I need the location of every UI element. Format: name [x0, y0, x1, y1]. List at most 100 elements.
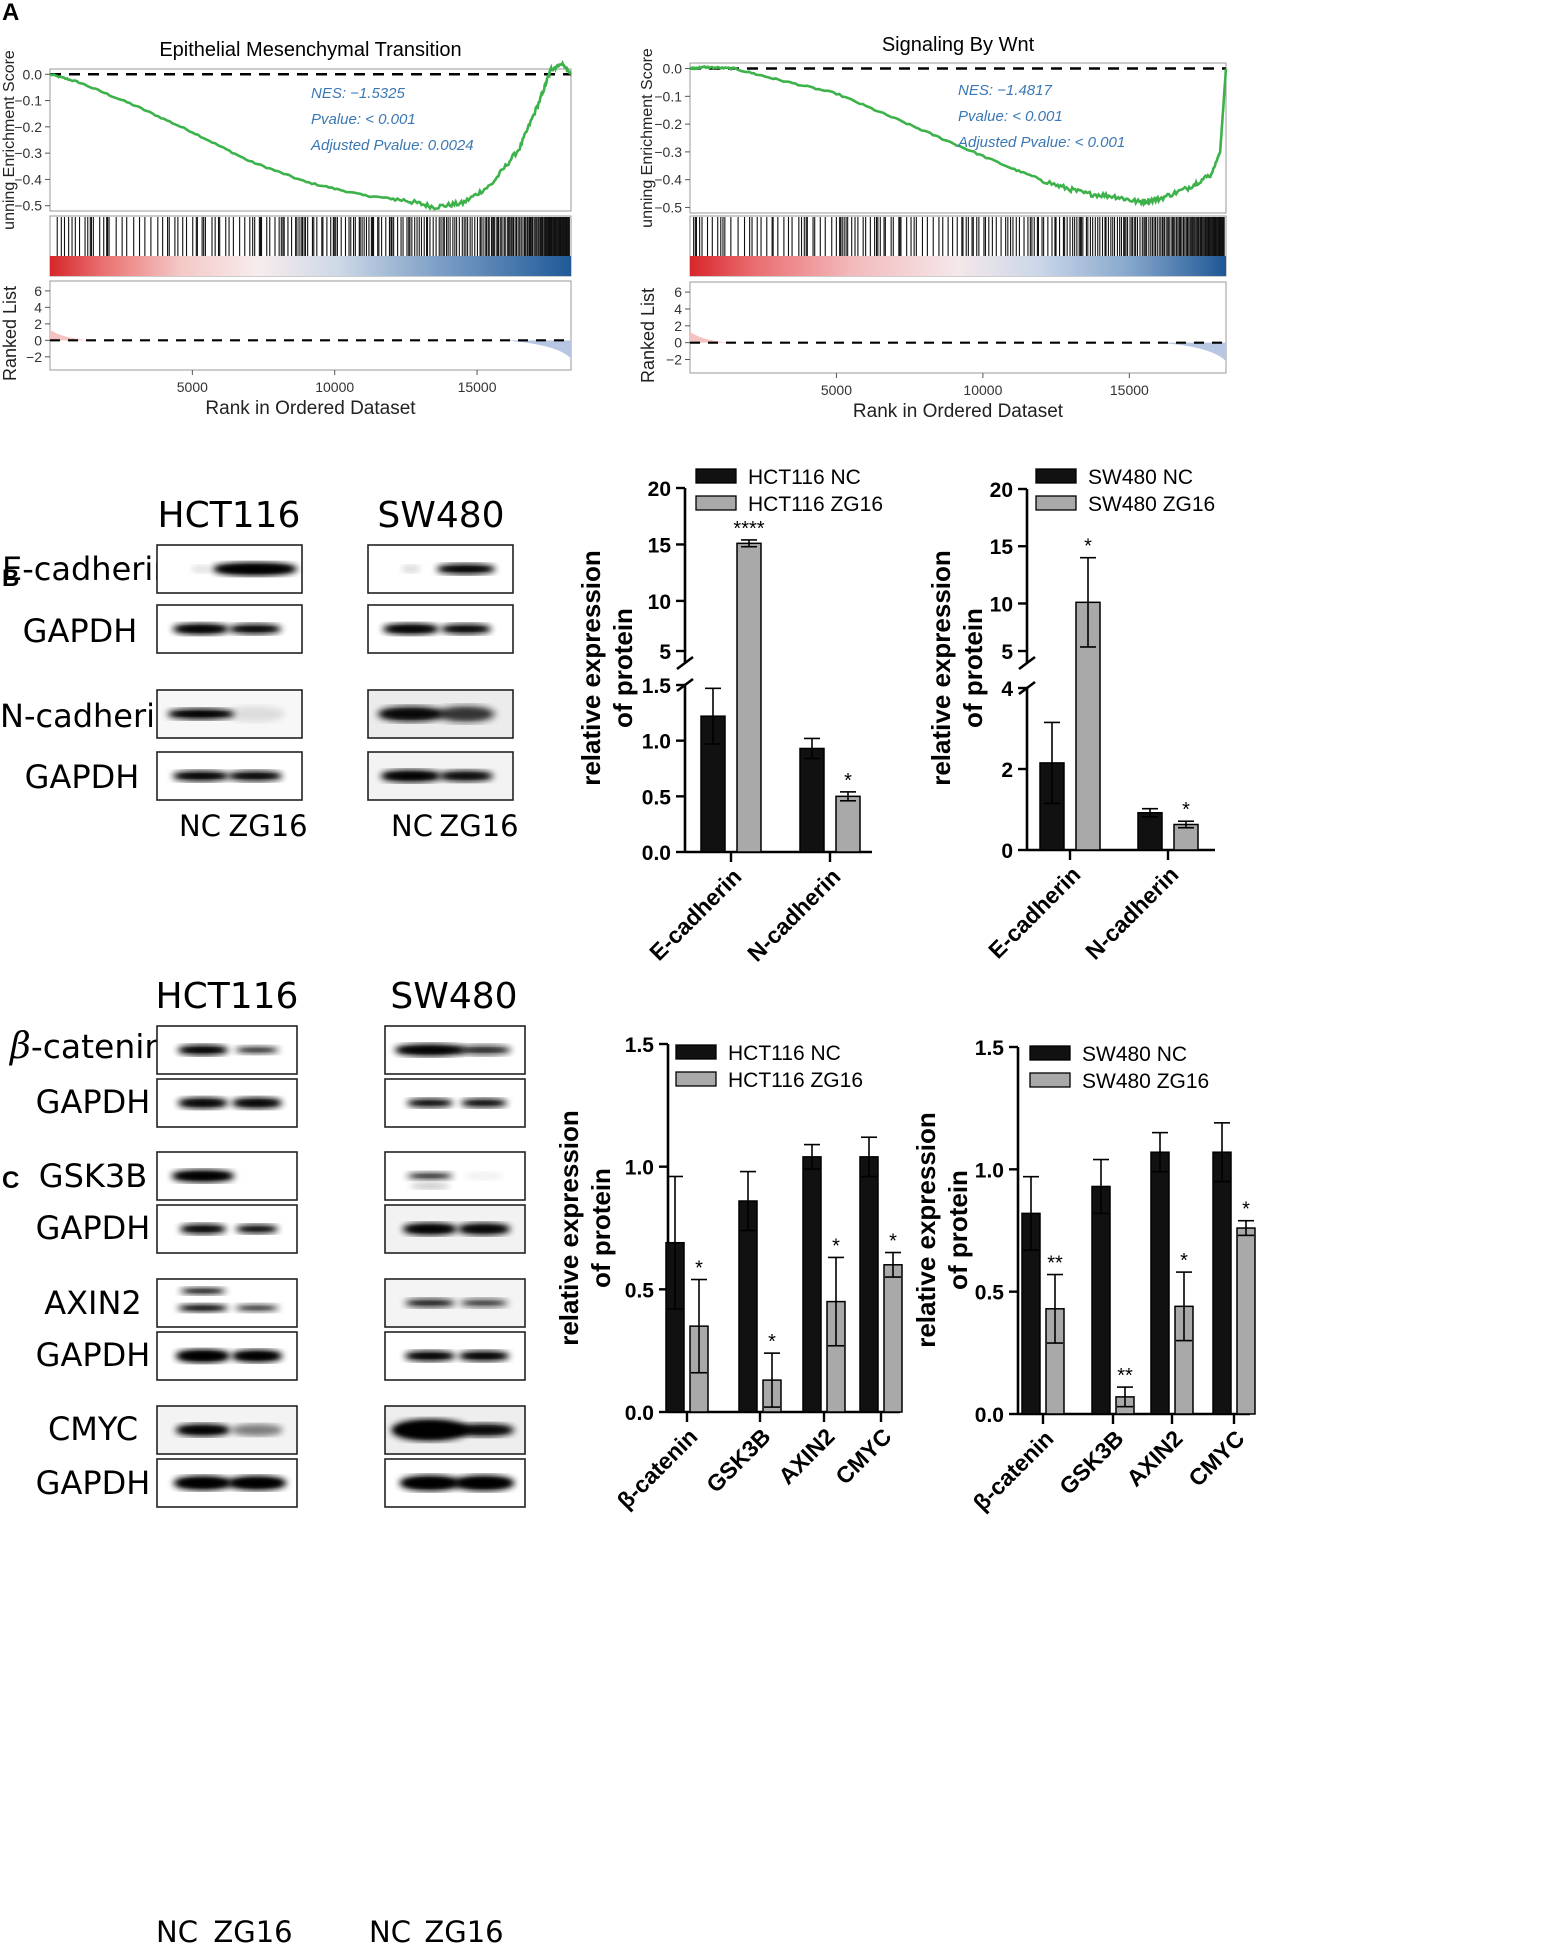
legend-swatch: [675, 1044, 717, 1060]
ranked-panel-frame: [689, 281, 1227, 374]
y-tick-label: 0.5: [975, 1282, 1005, 1305]
x-tick-label: CMYC: [830, 1423, 896, 1489]
x-tick-label: GSK3B: [701, 1423, 775, 1497]
y-tick-label: 5: [1001, 641, 1013, 664]
legend-swatch: [695, 495, 737, 511]
y-tick-label: 15: [648, 534, 672, 557]
band-core: [181, 1426, 225, 1434]
band-core: [442, 566, 490, 572]
protein-label: GAPDH: [23, 612, 138, 650]
band-core: [237, 1100, 277, 1106]
es-curve: [689, 65, 1228, 208]
es-tick-label: −0.3: [654, 144, 682, 160]
band-core: [400, 1046, 460, 1054]
protein-label: N-cadherin: [0, 697, 175, 735]
blot-box-hct116: [156, 1278, 298, 1328]
legend-swatch: [695, 468, 737, 484]
y-tick-label: 4: [1001, 678, 1013, 701]
x-tick-label: β-catenin: [612, 1423, 703, 1514]
lane-label: NC: [391, 809, 433, 843]
bar: [1091, 1185, 1111, 1415]
protein-label: GAPDH: [36, 1464, 151, 1502]
band-core: [183, 1306, 223, 1310]
x-tick-label: β-catenin: [968, 1425, 1059, 1516]
hit-lines: [693, 217, 1225, 256]
es-tick-label: −0.2: [654, 116, 682, 132]
band-core: [183, 1047, 223, 1053]
cell-line-label: HCT116: [158, 495, 301, 536]
ranked-tick-label: 2: [674, 318, 682, 334]
nes-label: NES: −1.5325: [311, 85, 405, 102]
band-core: [240, 1048, 274, 1052]
y-tick-label: 0.0: [975, 1404, 1004, 1427]
x-tick-label: 10000: [963, 382, 1002, 398]
es-axis-label: unning Enrichment Score: [1, 50, 18, 230]
es-tick-label: −0.1: [654, 88, 682, 104]
legend-label: HCT116 NC: [728, 1042, 841, 1065]
significance-label: *: [1182, 799, 1190, 821]
ranked-axis-label: Ranked List: [638, 288, 658, 383]
y-tick-label: 0.5: [625, 1279, 655, 1302]
lane-label: ZG16: [213, 1915, 292, 1947]
band-core: [444, 773, 488, 779]
y-axis-label: relative expression: [926, 550, 956, 786]
protein-label: GSK3B: [39, 1157, 147, 1195]
gsea-plot-wnt: Signaling By Wnt 0.0 −0.1 −0.2 −0.3 −0.4 −0.5 N…: [638, 34, 1228, 422]
es-tick-label: 0.0: [663, 61, 683, 77]
y-axis-label: relative expression: [576, 550, 606, 786]
western-blot-c: HCT116 SW480 β-catenin GAPDH GSK3B GAPDH AXIN2…: [8, 976, 526, 1947]
bar: [1236, 1227, 1256, 1415]
gsea-title: Epithelial Mesenchymal Transition: [159, 39, 461, 61]
x-tick-label: 15000: [458, 379, 497, 395]
protein-label: GAPDH: [36, 1083, 151, 1121]
western-blot-b: HCT116 SW480 E-cadherin GAPDH N-cadherin GAPD…: [0, 495, 519, 843]
bar-chart-c-hct116: 0.0 0.5 1.0 1.5 relative expression of protei…: [554, 1034, 903, 1514]
band: [191, 565, 211, 573]
band-core: [178, 626, 224, 632]
significance-label: **: [1117, 1365, 1133, 1387]
legend-swatch: [675, 1071, 717, 1087]
legend-swatch: [1029, 1072, 1071, 1088]
significance-label: *: [1242, 1199, 1250, 1221]
ranked-tick-label: 6: [674, 284, 682, 300]
rank-heatmap: [50, 256, 571, 276]
legend-swatch: [1035, 495, 1077, 511]
bar: [883, 1264, 903, 1413]
band-core: [442, 708, 490, 720]
y-tick-label: 10: [648, 591, 671, 614]
band: [464, 1172, 504, 1180]
band-core: [179, 1478, 227, 1488]
bar: [738, 1200, 758, 1413]
band-core: [183, 1100, 223, 1106]
band-core: [405, 1478, 455, 1488]
legend-label: SW480 NC: [1088, 466, 1193, 489]
band-core: [446, 626, 486, 632]
bar: [736, 542, 762, 853]
significance-label: *: [695, 1258, 703, 1280]
bar-chart-c-sw480: 0.0 0.5 1.0 1.5 relative expression of protei…: [911, 1037, 1256, 1516]
gsea-title: Signaling By Wnt: [882, 34, 1035, 56]
cell-line-label: SW480: [390, 976, 517, 1017]
band-core: [410, 1353, 450, 1359]
bar: [799, 747, 825, 853]
y-tick-label: 20: [990, 479, 1013, 502]
y-axis-label: relative expression: [554, 1110, 584, 1346]
band-core: [383, 709, 439, 719]
band-core: [218, 565, 292, 573]
x-tick-label: 5000: [177, 379, 208, 395]
band: [410, 1183, 450, 1189]
protein-label: GAPDH: [25, 758, 140, 796]
es-tick-label: −0.5: [654, 199, 682, 215]
significance-label: ****: [733, 518, 764, 540]
significance-label: *: [844, 770, 852, 792]
hit-lines: [56, 217, 570, 256]
band-core: [408, 1225, 452, 1233]
y-tick-label: 1.0: [642, 731, 671, 754]
axis-break-mark: [676, 655, 694, 671]
y-tick-label: 1.0: [975, 1159, 1004, 1182]
band-core: [464, 1353, 504, 1359]
x-tick-label: N-cadherin: [1080, 861, 1183, 964]
y-tick-label: 20: [648, 478, 671, 501]
lane-label: ZG16: [424, 1915, 503, 1947]
y-tick-label: 10: [990, 593, 1013, 616]
